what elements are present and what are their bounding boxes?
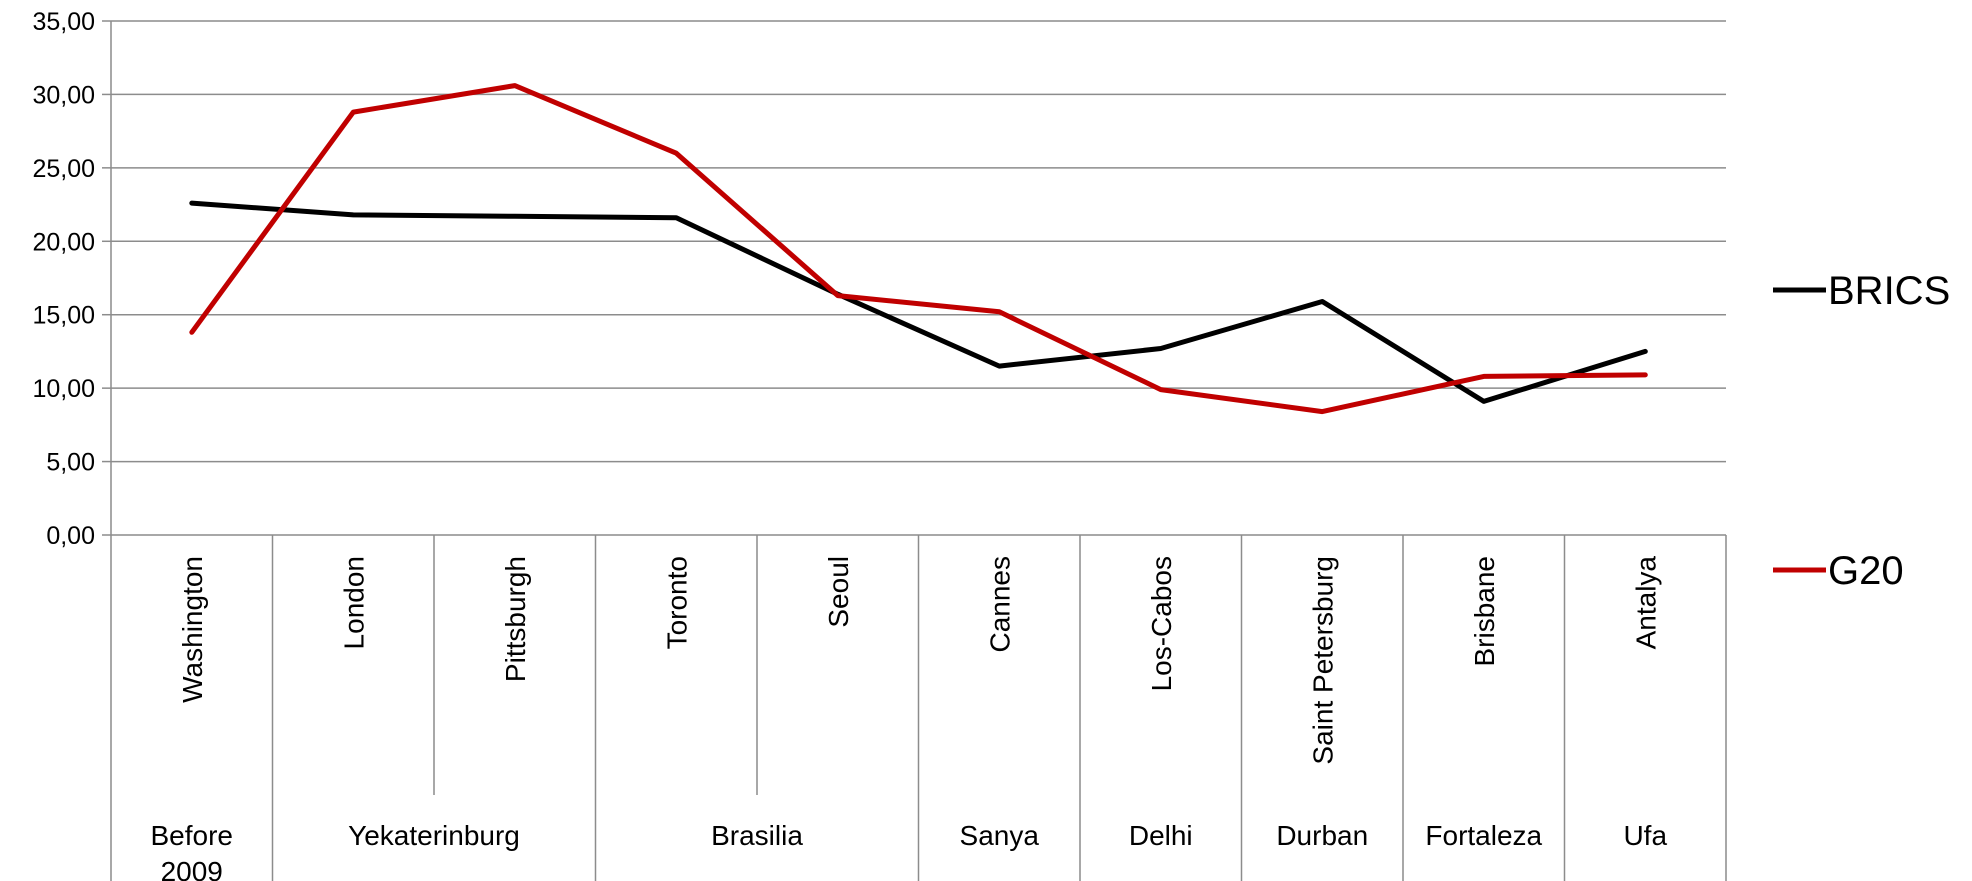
y-tick-label: 25,00 xyxy=(32,155,95,183)
x-group-label: Before 2009 xyxy=(151,820,234,881)
x-axis-categories: Washington London Pittsburgh Toronto Seoul Ca… xyxy=(177,556,1662,765)
x-axis-groups: Before 2009 Yekaterinburg Brasilia Sanya Delh… xyxy=(151,820,1668,881)
legend-label-brics: BRICS xyxy=(1828,269,1950,313)
series-line-brics xyxy=(189,200,1648,404)
x-category-label: Toronto xyxy=(661,556,692,649)
y-tick-label: 5,00 xyxy=(46,449,95,477)
gridlines xyxy=(111,20,1726,536)
axes xyxy=(110,21,1727,881)
y-tick-label: 30,00 xyxy=(32,81,95,109)
y-tick-label: 35,00 xyxy=(32,8,95,36)
x-category-label: Pittsburgh xyxy=(500,556,531,682)
x-category-label: Washington xyxy=(177,556,208,703)
x-category-label: Seoul xyxy=(823,556,854,628)
x-group-label: Sanya xyxy=(960,820,1040,851)
x-group-label: Yekaterinburg xyxy=(348,820,520,851)
series-line-g20 xyxy=(189,83,1648,415)
x-group-label: Brasilia xyxy=(711,820,803,851)
x-group-label: Delhi xyxy=(1129,820,1193,851)
x-category-label: Cannes xyxy=(984,556,1015,653)
y-tick-label: 10,00 xyxy=(32,375,95,403)
x-category-label: Saint Petersburg xyxy=(1307,556,1338,765)
y-tick-label: 0,00 xyxy=(46,522,95,550)
legend-label-g20: G20 xyxy=(1828,549,1904,593)
x-group-label: Durban xyxy=(1276,820,1368,851)
x-category-label: Los-Cabos xyxy=(1146,556,1177,691)
y-tick-label: 15,00 xyxy=(32,302,95,330)
x-category-label: Brisbane xyxy=(1469,556,1500,667)
x-group-label: Fortaleza xyxy=(1425,820,1542,851)
x-category-label: Antalya xyxy=(1630,556,1661,650)
y-tick-label: 20,00 xyxy=(32,228,95,256)
x-group-label: Ufa xyxy=(1623,820,1667,851)
x-category-label: London xyxy=(338,556,369,649)
legend: BRICS G20 xyxy=(1773,269,1950,593)
series-lines xyxy=(189,83,1648,415)
y-axis-ticks: 0,00 5,00 10,00 15,00 20,00 25,00 30,00 35,00 xyxy=(32,8,111,550)
